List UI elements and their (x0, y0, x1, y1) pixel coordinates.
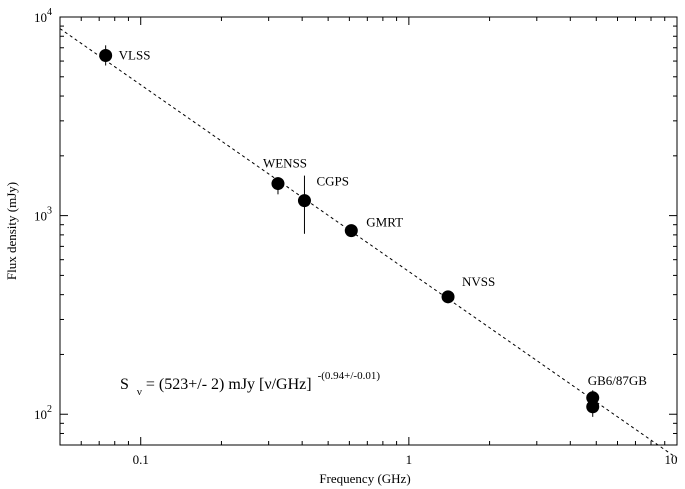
y-tick-label: 104 (34, 7, 52, 25)
y-tick-label: 102 (34, 404, 52, 422)
point-label: GB6/87GB (588, 373, 648, 388)
data-point (586, 400, 600, 414)
x-tick-labels: 0.1 1 10 (133, 452, 678, 467)
point-labels-layer: VLSS WENSS CGPS GMRT NVSS GB6/87GB (119, 47, 648, 387)
y-tick-label-base: 10 (34, 407, 47, 422)
point-label: WENSS (263, 156, 307, 171)
plot-frame (59, 16, 678, 446)
x-tick-label: 10 (665, 452, 678, 467)
fit-line-layer (59, 28, 678, 459)
y-tick-label-exponent: 3 (47, 206, 52, 217)
fit-equation-exponent: -(0.94+/-0.01) (318, 370, 381, 382)
fit-equation: S ν = (523+/- 2) mJy [ν/GHz] -(0.94+/-0.… (120, 370, 380, 399)
point-label: VLSS (119, 47, 151, 62)
data-point (271, 177, 285, 191)
data-point (344, 224, 358, 238)
x-tick-label: 0.1 (133, 452, 149, 467)
data-point (99, 48, 113, 62)
data-points-layer (99, 45, 600, 417)
y-axis-title: Flux density (mJy) (4, 182, 19, 280)
x-axis-title: Frequency (GHz) (319, 471, 410, 486)
y-tick-label: 103 (34, 206, 52, 224)
data-point (586, 391, 600, 405)
y-tick-label-base: 10 (34, 209, 47, 224)
y-tick-label-exponent: 2 (47, 404, 52, 415)
fit-line (59, 28, 678, 459)
axis-ticks (59, 16, 678, 446)
x-tick-label: 1 (406, 452, 413, 467)
point-label: GMRT (366, 215, 403, 230)
fit-equation-body: = (523+/- 2) mJy [ν/GHz] (146, 376, 312, 393)
data-point (441, 290, 455, 304)
fit-equation-subscript: ν (137, 386, 142, 398)
y-tick-label-base: 10 (34, 10, 47, 25)
y-tick-label-exponent: 4 (47, 7, 52, 18)
point-label: CGPS (316, 174, 349, 189)
data-point (297, 194, 311, 208)
point-label: NVSS (462, 274, 495, 289)
fit-equation-symbol: S (120, 376, 129, 393)
